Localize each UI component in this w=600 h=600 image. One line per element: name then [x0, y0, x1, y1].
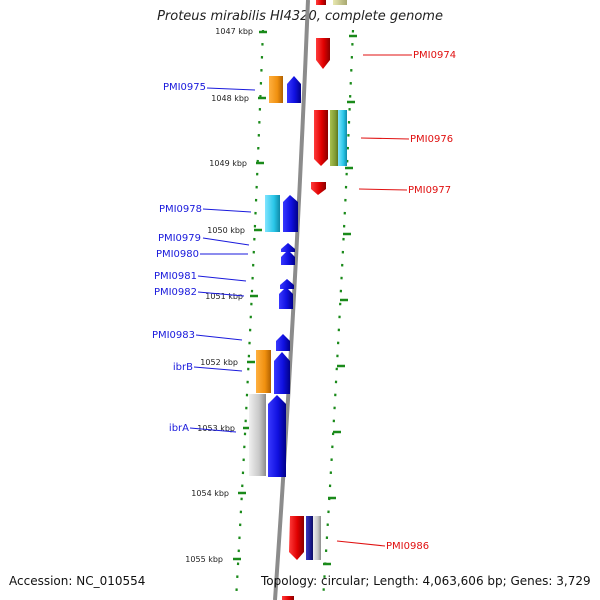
- gene-feature: [306, 516, 314, 560]
- gene-label-pmi0980[interactable]: PMI0980: [156, 249, 199, 260]
- gene-feature: [330, 110, 339, 166]
- gene-feature-ibra: [268, 395, 286, 477]
- ruler-label-1054: 1054 kbp: [191, 489, 229, 498]
- right-gene-labels: PMI0974 PMI0976 PMI0977 PMI0986: [386, 50, 456, 552]
- gene-feature: [316, 0, 326, 5]
- gene-feature-pmi0982: [279, 287, 293, 309]
- ruler-label-1048: 1048 kbp: [211, 94, 249, 103]
- gene-feature-pmi0974: [316, 38, 330, 69]
- ruler-label-1055: 1055 kbp: [185, 555, 223, 564]
- gene-feature-ibra-gray: [249, 394, 266, 476]
- ruler-label-1053: 1053 kbp: [197, 424, 235, 433]
- right-label-leaders: [336, 54, 412, 547]
- gene-label-pmi0982[interactable]: PMI0982: [154, 287, 197, 298]
- ruler-label-1051: 1051 kbp: [205, 292, 243, 301]
- gene-label-pmi0983[interactable]: PMI0983: [152, 330, 195, 341]
- left-gene-labels: PMI0975 PMI0978 PMI0979 PMI0980 PMI0981 …: [152, 82, 206, 434]
- gene-label-pmi0976[interactable]: PMI0976: [410, 134, 453, 145]
- gene-feature: [313, 516, 321, 560]
- gene-label-pmi0975[interactable]: PMI0975: [163, 82, 206, 93]
- ruler-labels: 1047 kbp 1048 kbp 1049 kbp 1050 kbp 1051…: [185, 27, 253, 564]
- gene-feature-pmi0976: [314, 110, 328, 166]
- gene-feature-pmi0975: [287, 76, 301, 103]
- gene-feature-ibrb: [274, 352, 290, 394]
- genome-summary: Topology: circular; Length: 4,063,606 bp…: [261, 574, 591, 588]
- gene-feature: [333, 0, 347, 5]
- gene-label-pmi0981[interactable]: PMI0981: [154, 271, 197, 282]
- gene-feature-ibrb-orange: [256, 350, 271, 393]
- gene-label-pmi0986[interactable]: PMI0986: [386, 541, 429, 552]
- gene-label-pmi0977[interactable]: PMI0977: [408, 185, 451, 196]
- forward-strand-features: [249, 76, 301, 477]
- gene-label-pmi0979[interactable]: PMI0979: [158, 233, 201, 244]
- left-label-leaders: [189, 87, 256, 433]
- outer-track-ticks: [323, 34, 357, 566]
- outer-track-line: [321, 29, 355, 600]
- gene-feature-pmi0979: [281, 243, 295, 252]
- gene-feature-pmi0986: [289, 516, 304, 560]
- map-title: Proteus mirabilis HI4320, complete genom…: [157, 9, 443, 24]
- gene-label-pmi0974[interactable]: PMI0974: [413, 50, 456, 61]
- genome-backbone: [273, 0, 310, 600]
- gene-feature-pmi0983: [276, 334, 290, 351]
- gene-feature-pmi0978: [283, 195, 298, 232]
- ruler-label-1049: 1049 kbp: [209, 159, 247, 168]
- gene-label-pmi0978[interactable]: PMI0978: [159, 204, 202, 215]
- gene-feature-pmi0980: [281, 250, 295, 265]
- gene-label-ibrb[interactable]: ibrB: [173, 362, 193, 373]
- ruler-label-1052: 1052 kbp: [200, 358, 238, 367]
- gene-feature: [282, 596, 294, 600]
- reverse-strand-features: [282, 0, 347, 600]
- gene-feature: [338, 110, 347, 166]
- inner-ruler-line: [234, 29, 265, 600]
- gene-feature-pmi0977: [311, 182, 326, 195]
- gene-label-ibra[interactable]: ibrA: [169, 423, 189, 434]
- gene-feature-pmi0978-cyan: [265, 195, 280, 232]
- gene-feature-pmi0975-orange: [269, 76, 283, 103]
- ruler-label-1047: 1047 kbp: [215, 27, 253, 36]
- gene-feature-pmi0981: [280, 279, 294, 289]
- ruler-label-1050: 1050 kbp: [207, 226, 245, 235]
- accession-label: Accession: NC_010554: [9, 574, 146, 588]
